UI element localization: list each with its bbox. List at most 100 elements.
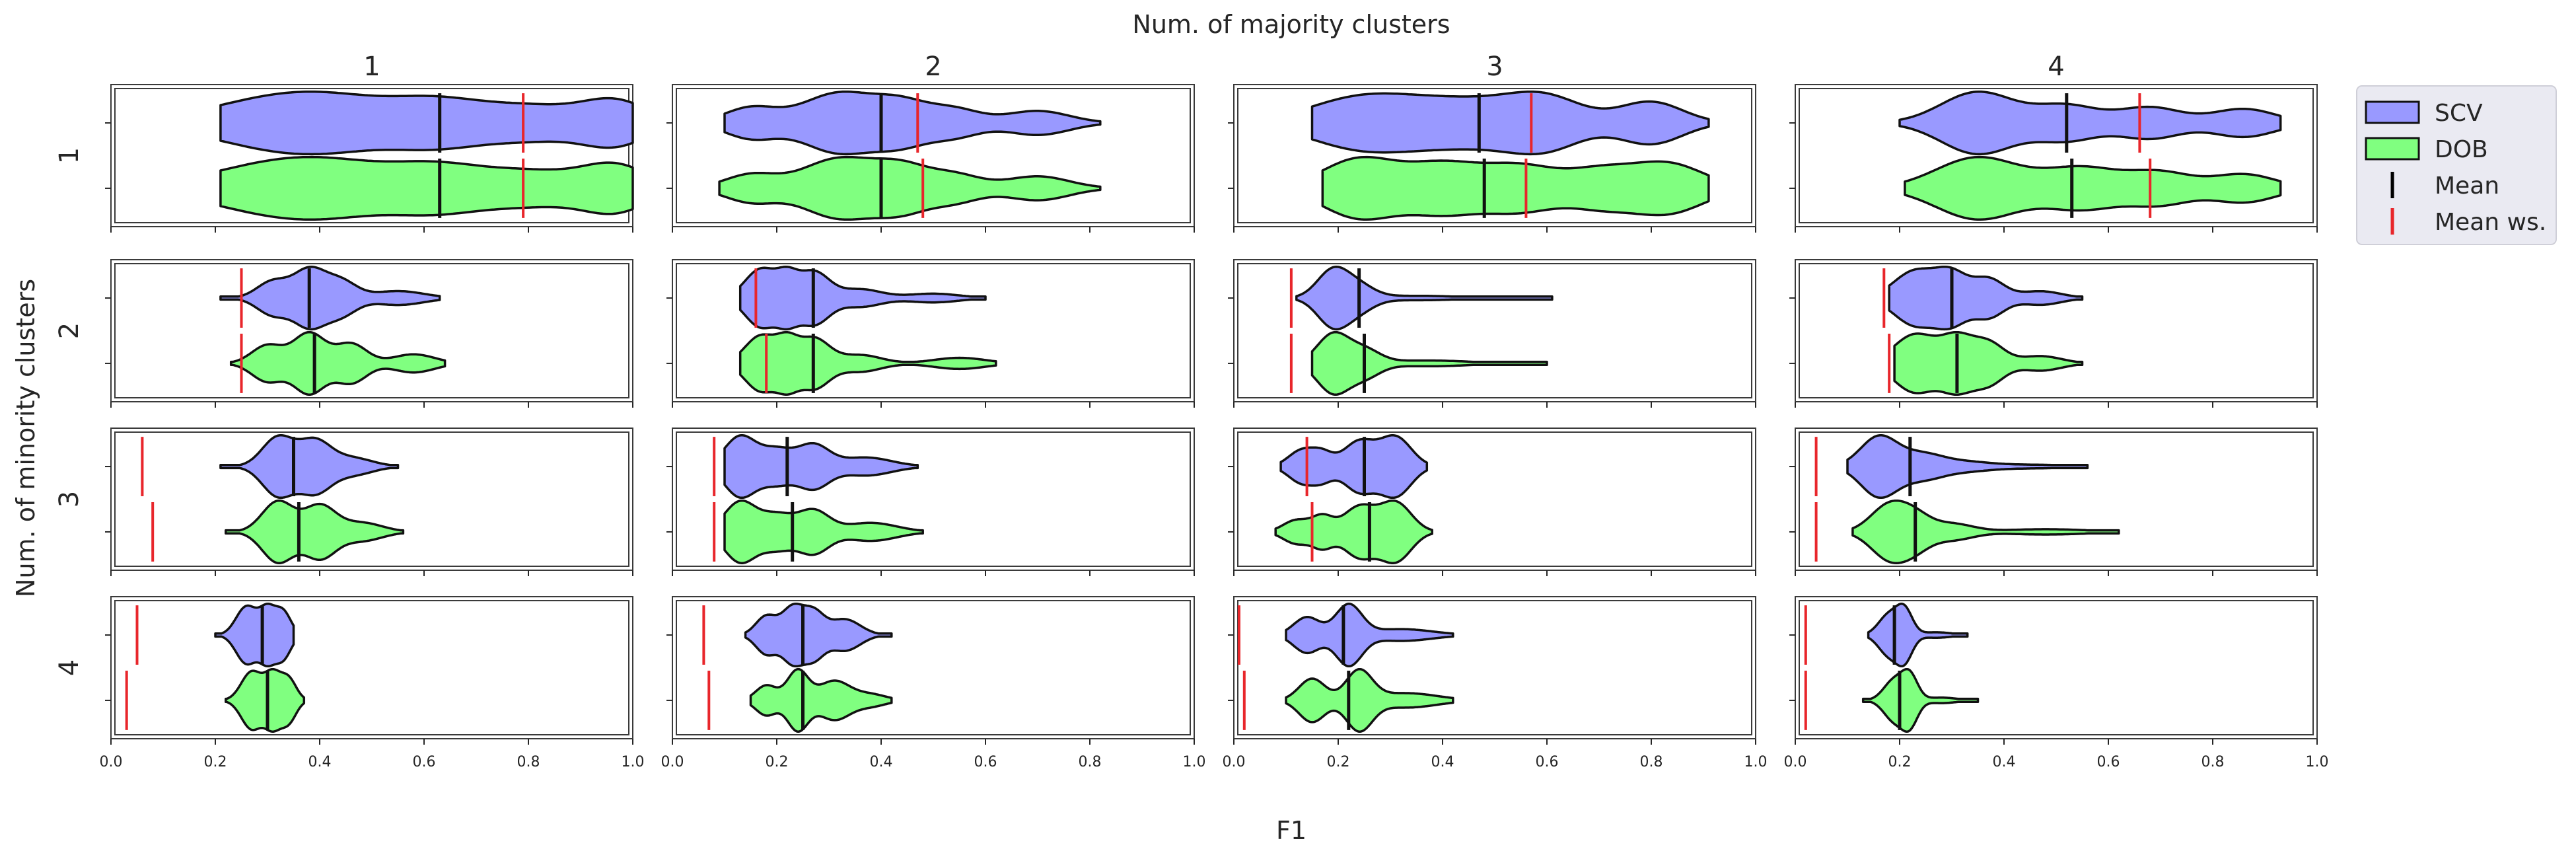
panel-r1-c1: [105, 84, 634, 233]
violin-scv: [219, 91, 634, 156]
chart-title: Num. of majority clusters: [1132, 10, 1450, 39]
panel-r2-c2: [666, 259, 1195, 408]
panel-inner-frame: [114, 88, 629, 223]
x-tick-label: 1.0: [2306, 754, 2329, 770]
panel-r4-c4: 0.0 0.2 0.4 0.6 0.8 1.0: [1784, 596, 2329, 770]
violin-scv: [1279, 434, 1429, 500]
panel-r3-c4: [1789, 428, 2318, 576]
violin-dob: [1321, 155, 1710, 221]
panel-inner-frame: [114, 600, 629, 735]
panel-inner-frame: [1799, 263, 2314, 398]
x-tick-label: 0.2: [1327, 754, 1350, 770]
panel-frame: [1795, 596, 2318, 739]
panel-inner-frame: [114, 263, 629, 398]
row-label-2: 2: [54, 322, 85, 339]
x-tick-label: 1.0: [1183, 754, 1206, 770]
violin-scv: [1310, 91, 1710, 156]
column-label-4: 4: [2048, 52, 2064, 82]
violin-dob: [738, 330, 997, 396]
x-tick-label: 0.6: [413, 754, 436, 770]
panel-r1-c3: [1228, 84, 1756, 233]
violin-scv: [1898, 91, 2282, 156]
violin-dob: [718, 155, 1102, 221]
panel-inner-frame: [676, 263, 1191, 398]
x-tick-label: 0.4: [870, 754, 893, 770]
legend-box: [2356, 85, 2557, 245]
x-tick-label: 0.0: [100, 754, 123, 770]
violin-scv: [744, 603, 893, 668]
x-tick-label: 0.2: [766, 754, 789, 770]
panel-inner-frame: [1237, 263, 1752, 398]
x-tick-label: 0.2: [204, 754, 227, 770]
panel-r2-c3: [1228, 259, 1756, 408]
violin-scv: [219, 266, 441, 331]
row-label-1: 1: [54, 147, 85, 164]
legend-label-dob: DOB: [2435, 136, 2488, 163]
x-tick-label: 0.8: [1640, 754, 1663, 770]
legend: SCV DOB Mean Mean ws.: [2356, 85, 2557, 245]
x-tick-label: 0.6: [1536, 754, 1559, 770]
legend-label-mean: Mean: [2435, 172, 2499, 200]
panel-r2-c1: [105, 259, 633, 408]
panel-r2-c4: [1789, 259, 2318, 408]
violin-dob: [749, 667, 893, 733]
panel-inner-frame: [1799, 88, 2314, 223]
x-tick-label: 0.4: [308, 754, 332, 770]
panel-inner-frame: [676, 88, 1191, 223]
panel-inner-frame: [676, 600, 1191, 735]
x-tick-label: 0.8: [2201, 754, 2225, 770]
panel-frame: [1795, 259, 2318, 402]
panel-frame: [1233, 259, 1756, 402]
panel-frame: [110, 596, 633, 739]
y-axis-label: Num. of minority clusters: [11, 279, 40, 597]
panel-frame: [672, 596, 1195, 739]
legend-swatch-dob: [2365, 137, 2420, 161]
violin-dob: [225, 499, 405, 565]
x-tick-label: 0.2: [1888, 754, 1912, 770]
x-tick-label: 0.4: [1431, 754, 1454, 770]
column-label-2: 2: [925, 52, 941, 82]
panel-inner-frame: [1799, 431, 2314, 567]
x-tick-label: 1.0: [1744, 754, 1768, 770]
column-label-1: 1: [363, 52, 380, 82]
violin-scv: [1285, 603, 1454, 668]
violin-scv: [738, 266, 987, 331]
violin-scv: [214, 603, 295, 668]
panel-r3-c2: [666, 428, 1195, 576]
violin-dob: [1851, 499, 2120, 565]
violin-dob: [1274, 499, 1433, 565]
panel-inner-frame: [1237, 600, 1752, 735]
violin-dob: [229, 330, 447, 396]
x-tick-label: 0.6: [974, 754, 997, 770]
violin-dob: [1893, 330, 2084, 396]
row-label-3: 3: [54, 491, 85, 507]
legend-label-scv: SCV: [2435, 100, 2483, 127]
panel-inner-frame: [1237, 88, 1752, 223]
column-label-3: 3: [1486, 52, 1503, 82]
x-tick-label: 0.0: [1223, 754, 1246, 770]
panel-inner-frame: [114, 431, 629, 567]
violin-scv: [1846, 434, 2089, 500]
legend-swatch-scv: [2365, 100, 2420, 124]
violin-dob: [1310, 330, 1548, 396]
x-tick-label: 0.0: [661, 754, 684, 770]
panel-r1-c4: [1789, 84, 2318, 233]
violin-scv: [723, 91, 1102, 156]
x-tick-label: 0.8: [1079, 754, 1102, 770]
panel-r3-c1: [105, 428, 633, 576]
panel-r4-c2: 0.0 0.2 0.4 0.6 0.8 1.0: [661, 596, 1206, 770]
panel-frame: [110, 428, 633, 571]
panel-r4-c1: 0.0 0.2 0.4 0.6 0.8 1.0: [100, 596, 645, 770]
violin-dob: [723, 499, 924, 565]
panel-r1-c2: [666, 84, 1195, 233]
row-label-4: 4: [54, 659, 85, 676]
panel-r4-c3: 0.0 0.2 0.4 0.6 0.8 1.0: [1223, 596, 1768, 770]
violin-scv: [1888, 266, 2084, 331]
violin-dob: [1904, 155, 2282, 221]
violin-scv: [219, 434, 400, 500]
legend-label-mean-ws-: Mean ws.: [2435, 209, 2546, 236]
panel-inner-frame: [676, 431, 1191, 567]
panel-inner-frame: [1237, 431, 1752, 567]
x-tick-label: 1.0: [622, 754, 645, 770]
